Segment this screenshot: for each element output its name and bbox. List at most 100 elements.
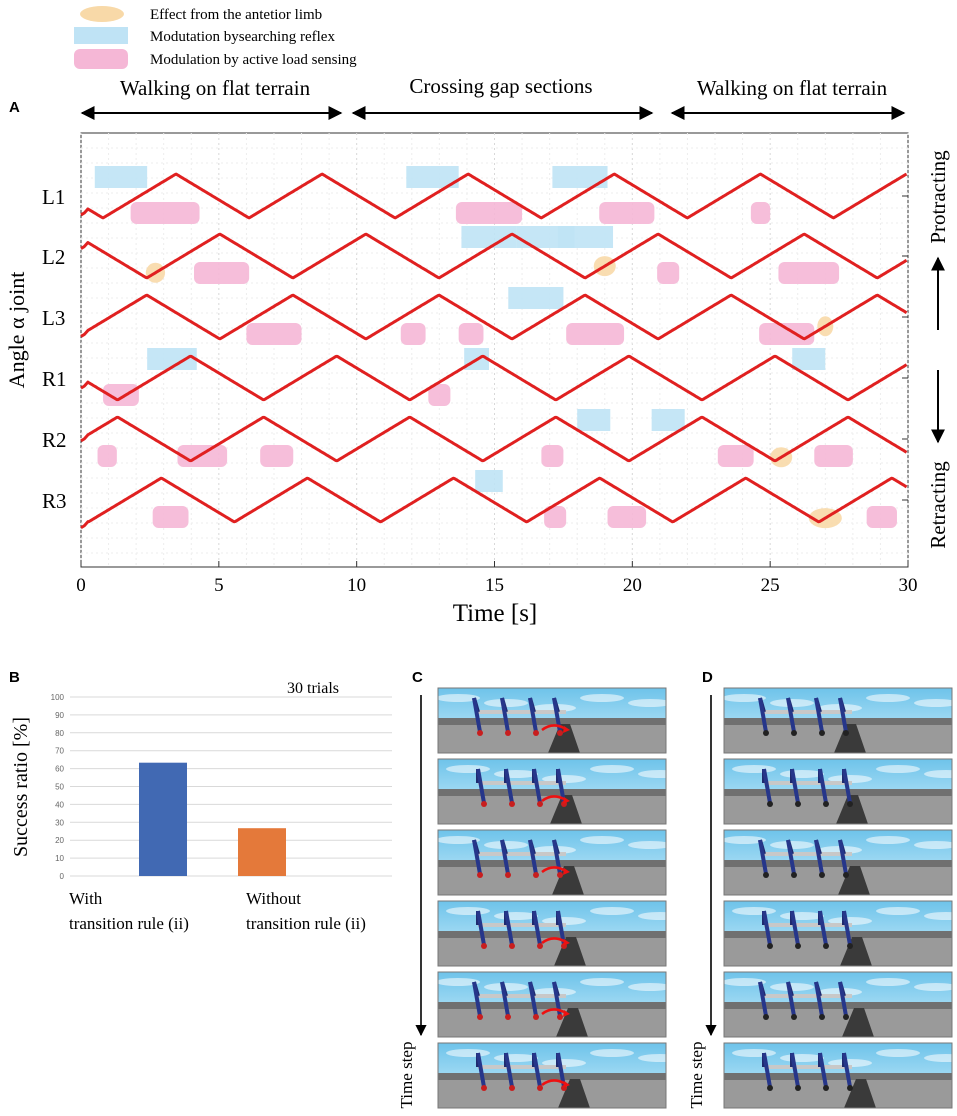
frame-gap [556,1008,588,1037]
load-sensing-highlight [657,262,680,284]
frame-gap [552,866,584,895]
frame-cloud [866,694,910,702]
robot-foot [767,943,773,949]
frame-border [437,971,667,1038]
phase-label-3: Walking on flat terrain [697,76,888,100]
frame-cloud [732,765,776,773]
frame-ground-edge [724,860,952,867]
robot-foot [557,730,563,736]
robot-foot [847,1085,853,1091]
simulation-frame-c-5 [436,971,672,1038]
frame-cloud [436,978,480,986]
legend-label-load: Modulation by active load sensing [150,52,357,68]
robot-leg-lower [818,1052,828,1088]
legend-item-search: Modutation bysearching reflex [74,27,335,45]
robot-leg-lower [532,768,542,804]
frame-ground-edge [724,718,952,725]
robot-foot [481,943,487,949]
frame-cloud [494,912,538,920]
frame-ground-edge [438,1002,666,1009]
robot-foot [823,801,829,807]
phase-label-1: Walking on flat terrain [120,76,311,100]
robot-leg-lower [532,910,542,946]
simulation-frame-c-2 [437,758,682,825]
load-sensing-highlight [599,202,655,224]
search-reflex-highlight [475,470,503,492]
robot-foot [819,730,825,736]
frame-cloud [628,983,672,991]
legend-item-load: Modulation by active load sensing [74,49,357,69]
time-ticks: 0 5 10 15 20 25 30 [76,561,918,596]
robot-leg-lower [814,697,824,733]
frame-cloud [770,841,814,849]
frame-cloud [722,836,766,844]
frame-gap [836,795,868,824]
frame-cloud [876,1049,920,1057]
frame-cloud [628,841,672,849]
robot-foot [509,801,515,807]
leg-label-r1: R1 [42,367,67,391]
robot-foot [767,1085,773,1091]
frame-border [437,687,667,754]
robot-foot [763,730,769,736]
load-sensing-highlight [428,384,451,406]
frame-cloud [590,907,634,915]
robot-leg-lower [790,768,800,804]
leg-label-r2: R2 [42,428,67,452]
robot-leg-lower [786,839,796,875]
frame-cloud [780,1054,824,1062]
frame-cloud [580,978,624,986]
frame-border [723,1042,953,1109]
robot-foot [847,943,853,949]
load-sensing-highlight [717,445,754,467]
legend: Effect from the antetior limb Modutation… [74,6,357,69]
robot-leg-lower [476,1052,486,1088]
robot-foot [795,943,801,949]
category-label-2-line-2: transition rule (ii) [246,914,366,933]
robot-foot [505,872,511,878]
bar-y-tick-label: 60 [55,765,64,774]
frame-gap [842,1008,874,1037]
search-reflex-highlight [147,348,197,370]
frame-ground-edge [724,1073,952,1080]
robot-foot [477,872,483,878]
robot-foot [537,943,543,949]
robot-leg-lower [786,697,796,733]
robot-leg-lower [814,981,824,1017]
robot-foot [843,1014,849,1020]
leg-label-l1: L1 [42,185,65,209]
bar-y-tick-label: 90 [55,711,64,720]
load-sensing-highlight [152,506,189,528]
frame-ground-edge [724,789,952,796]
robot-leg-lower [504,768,514,804]
motion-arrow [541,1079,565,1087]
frame-ground-edge [438,931,666,938]
bar-1 [139,762,187,876]
motion-arrow [541,937,565,945]
frame-border [723,687,953,754]
robot-leg-lower [472,839,482,875]
panel-letter-b: B [9,669,20,686]
robot-foot [509,943,515,949]
load-sensing-highlight [97,445,117,467]
frame-cloud [484,983,528,991]
frame-cloud [638,770,682,778]
robot-foot [791,730,797,736]
frame-gap [554,937,586,966]
motion-arrow-head [563,1010,570,1017]
time-step-label-c: Time step [397,1042,416,1109]
bar-y-tick-label: 100 [51,693,65,702]
simulation-frame-c-6 [437,1042,682,1109]
bar-y-tick-label: 20 [55,836,64,845]
search-reflex-highlight [461,226,517,248]
simulation-frame-d-6 [723,1042,957,1109]
motion-arrow-head [563,797,570,804]
robot-leg-lower [758,981,768,1017]
frame-cloud [484,841,528,849]
robot-foot [791,872,797,878]
search-reflex-highlight [577,409,611,431]
frame-cloud [446,765,490,773]
robot-foot [823,943,829,949]
bar-y-tick-label: 80 [55,729,64,738]
time-step-label-d: Time step [687,1042,706,1109]
